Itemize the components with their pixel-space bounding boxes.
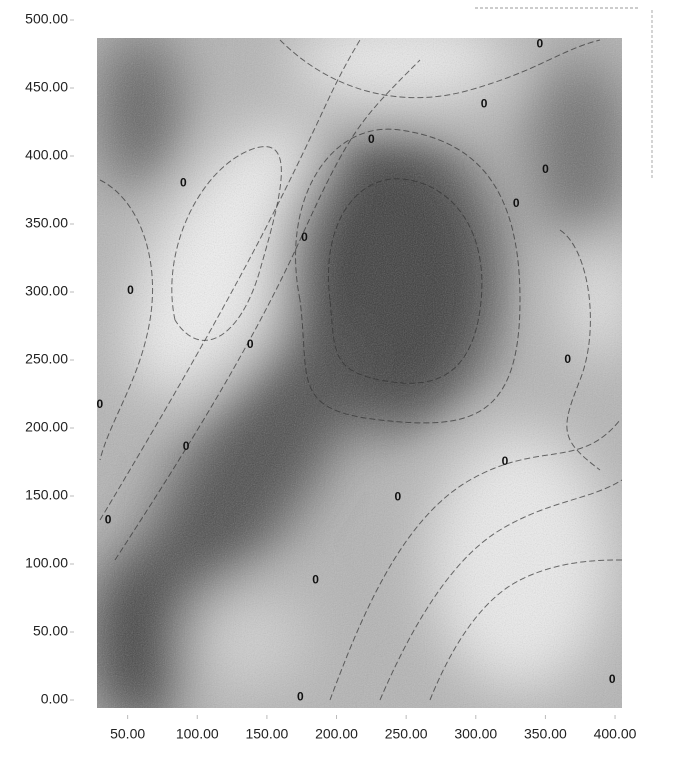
y-tick-label: 500.00: [25, 11, 68, 27]
y-tick-label: 250.00: [25, 351, 68, 367]
y-tick-label: 400.00: [25, 147, 68, 163]
contour-label: 0: [96, 397, 103, 411]
contour-label: 0: [180, 175, 187, 189]
y-tick-label: 100.00: [25, 555, 68, 571]
y-tick-label: 350.00: [25, 215, 68, 231]
y-tick-label: 0.00: [41, 691, 68, 707]
contour-field: [89, 15, 635, 730]
contour-label: 0: [609, 672, 616, 686]
contour-label: 0: [542, 162, 549, 176]
x-tick-label: 300.00: [454, 726, 497, 742]
y-tick-label: 50.00: [33, 623, 68, 639]
contour-label: 0: [564, 352, 571, 366]
x-tick-label: 100.00: [176, 726, 219, 742]
contour-label: 0: [394, 490, 401, 504]
contour-label: 0: [312, 572, 319, 586]
contour-label: 0: [247, 337, 254, 351]
contour-label: 0: [297, 689, 304, 703]
x-tick-label: 250.00: [385, 726, 428, 742]
contour-label: 0: [105, 513, 112, 527]
x-tick-label: 150.00: [245, 726, 288, 742]
y-tick-label: 150.00: [25, 487, 68, 503]
contour-label: 0: [301, 230, 308, 244]
y-tick-label: 300.00: [25, 283, 68, 299]
x-tick-label: 350.00: [524, 726, 567, 742]
contour-label: 0: [513, 196, 520, 210]
x-tick-label: 50.00: [110, 726, 145, 742]
contour-label: 0: [183, 439, 190, 453]
contour-label: 0: [368, 132, 375, 146]
y-tick-label: 450.00: [25, 79, 68, 95]
contour-label: 0: [502, 454, 509, 468]
contour-label: 0: [481, 96, 488, 110]
contour-label: 0: [536, 37, 543, 51]
chart: 0.00 50.00 100.00 150.00 200.00 250.00 300.00 3…: [0, 0, 680, 761]
contour-label: 0: [127, 283, 134, 297]
x-tick-label: 200.00: [315, 726, 358, 742]
x-tick-label: 400.00: [594, 726, 637, 742]
y-tick-label: 200.00: [25, 419, 68, 435]
